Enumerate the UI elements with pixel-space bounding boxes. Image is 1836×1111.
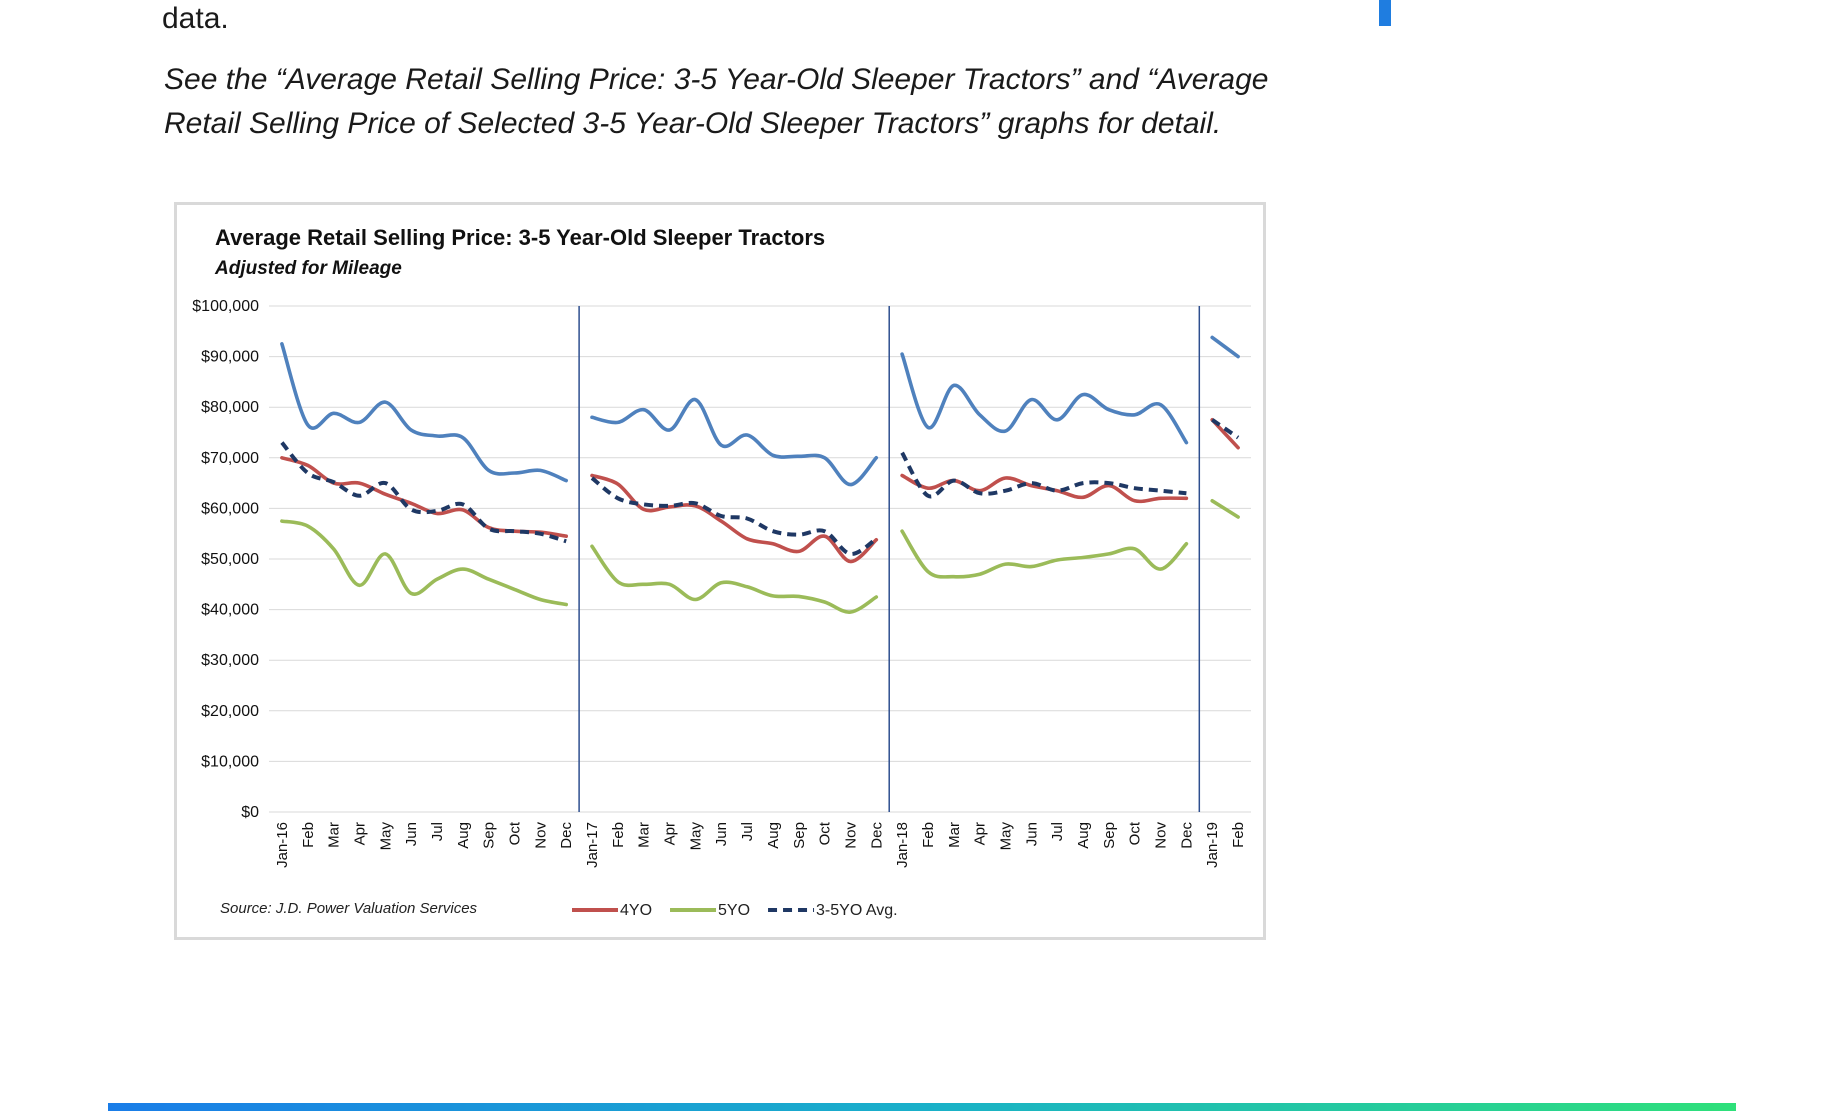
x-tick-label: Sep xyxy=(791,822,808,849)
x-tick-label: Apr xyxy=(351,822,368,845)
x-tick-label: Jul xyxy=(739,822,756,841)
x-tick-label: Nov xyxy=(532,822,549,849)
x-tick-label: Apr xyxy=(972,822,989,845)
x-tick-label: May xyxy=(687,822,704,851)
x-tick-label: Oct xyxy=(507,821,524,845)
x-tick-label: Mar xyxy=(636,822,653,848)
footer-gradient-bar xyxy=(108,1103,1736,1111)
x-tick-label: Feb xyxy=(1230,822,1247,848)
x-tick-label: Sep xyxy=(481,822,498,849)
source-note: Source: J.D. Power Valuation Services xyxy=(220,900,478,917)
x-axis-ticks: Jan-16 Feb Mar Apr May Jun Jul Aug Sep Oct Nov Dec J… xyxy=(274,821,1247,868)
y-tick-label: $60,000 xyxy=(201,500,259,517)
series-line-avg xyxy=(900,451,1187,499)
series-line-3yo xyxy=(590,397,879,487)
y-tick-label: $30,000 xyxy=(201,652,259,669)
x-tick-label: Mar xyxy=(946,822,963,848)
legend-label-4yo: 4YO xyxy=(620,902,652,919)
series-line-5yo xyxy=(280,519,568,607)
x-tick-label: Jan-17 xyxy=(584,822,601,868)
legend-label-avg: 3-5YO Avg. xyxy=(816,902,898,919)
series-line-5yo xyxy=(1210,499,1240,519)
y-tick-label: $100,000 xyxy=(192,298,259,315)
x-tick-label: Jul xyxy=(429,822,446,841)
x-tick-label: Aug xyxy=(765,822,782,849)
x-tick-label: Jul xyxy=(1049,822,1066,841)
y-tick-label: $80,000 xyxy=(201,399,259,416)
x-tick-label: Feb xyxy=(920,822,937,848)
series-line-3yo xyxy=(900,352,1189,445)
y-tick-label: $20,000 xyxy=(201,703,259,720)
y-tick-label: $40,000 xyxy=(201,602,259,619)
series-line-4yo xyxy=(590,473,879,564)
x-tick-label: Jun xyxy=(403,822,420,846)
x-tick-label: Jan-19 xyxy=(1204,822,1221,868)
chart-frame: Average Retail Selling Price: 3-5 Year-O… xyxy=(174,202,1266,940)
series-line-avg xyxy=(1211,418,1240,440)
figure-reference-caption: See the “Average Retail Selling Price: 3… xyxy=(164,63,1269,140)
x-tick-label: Mar xyxy=(326,822,343,848)
x-tick-label: Dec xyxy=(1178,822,1195,849)
series-line-4yo xyxy=(900,473,1189,504)
x-tick-label: Oct xyxy=(817,821,834,845)
series-lines xyxy=(280,335,1240,614)
series-line-3yo xyxy=(1210,335,1240,359)
x-tick-label: Feb xyxy=(300,822,317,848)
x-tick-label: Sep xyxy=(1101,822,1118,849)
series-line-3yo xyxy=(280,342,568,483)
x-tick-label: Nov xyxy=(842,822,859,849)
y-tick-label: $90,000 xyxy=(201,349,259,366)
x-tick-label: Nov xyxy=(1153,822,1170,849)
x-tick-label: Feb xyxy=(610,822,627,848)
gridlines xyxy=(269,305,1251,813)
section-marker xyxy=(1379,0,1391,26)
x-tick-label: Jun xyxy=(713,822,730,846)
x-tick-label: Apr xyxy=(662,822,679,845)
series-line-4yo xyxy=(280,456,568,538)
x-tick-label: Aug xyxy=(1075,822,1092,849)
x-tick-label: May xyxy=(998,822,1015,851)
series-line-5yo xyxy=(900,529,1189,579)
year-dividers xyxy=(578,306,1201,812)
y-axis-ticks: $0 $10,000 $20,000 $30,000 $40,000 $50,000 $60… xyxy=(192,298,259,821)
intro-tail-text: data. xyxy=(162,2,229,35)
price-line-chart: Average Retail Selling Price: 3-5 Year-O… xyxy=(192,225,1251,919)
series-line-5yo xyxy=(590,544,879,614)
x-tick-label: Jan-16 xyxy=(274,822,291,868)
y-tick-label: $70,000 xyxy=(201,450,259,467)
x-tick-label: Dec xyxy=(558,822,575,849)
x-tick-label: Aug xyxy=(455,822,472,849)
series-line-avg xyxy=(590,476,878,556)
y-tick-label: $50,000 xyxy=(201,551,259,568)
y-tick-label: $10,000 xyxy=(201,753,259,770)
series-line-avg xyxy=(280,441,567,544)
y-tick-label: $0 xyxy=(241,804,259,821)
chart-title: Average Retail Selling Price: 3-5 Year-O… xyxy=(215,225,825,250)
chart-subtitle: Adjusted for Mileage xyxy=(214,258,402,279)
x-tick-label: May xyxy=(377,822,394,851)
x-tick-label: Jan-18 xyxy=(894,822,911,868)
x-tick-label: Oct xyxy=(1127,821,1144,845)
x-tick-label: Jun xyxy=(1023,822,1040,846)
legend-label-5yo: 5YO xyxy=(718,902,750,919)
x-tick-label: Dec xyxy=(868,822,885,849)
legend: 4YO 5YO 3-5YO Avg. xyxy=(572,902,898,919)
